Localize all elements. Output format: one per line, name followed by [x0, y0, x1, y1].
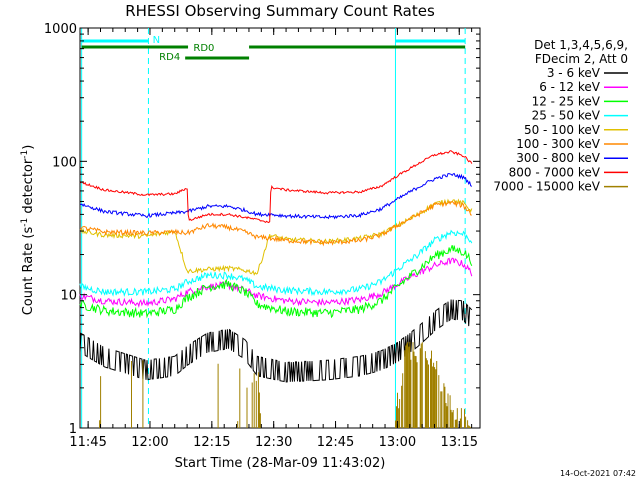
series-7000-15000-kev — [99, 341, 472, 428]
series-800-7000-kev — [79, 150, 473, 224]
series-100-300-kev — [79, 200, 472, 247]
y-axis-label: Count Rate (s-1 detector-1) — [20, 145, 36, 316]
legend-entry-label: 50 - 100 keV — [524, 123, 601, 137]
x-axis-label: Start Time (28-Mar-09 11:43:02) — [175, 456, 386, 471]
x-tick-label: 12:30 — [255, 435, 292, 450]
legend-entry-label: 100 - 300 keV — [516, 137, 600, 151]
x-tick-label: 12:15 — [193, 435, 230, 450]
state-label-rd0: RD0 — [193, 43, 214, 54]
x-tick-label: 13:00 — [379, 435, 416, 450]
series-12-25-kev — [79, 245, 473, 319]
legend-entry-label: 7000 - 15000 keV — [493, 180, 600, 194]
state-label-n: N — [153, 35, 160, 46]
legend: Det 1,3,4,5,6,9,FDecim 2, Att 03 - 6 keV… — [493, 38, 628, 194]
y-tick-label: 1000 — [44, 22, 77, 37]
series-300-800-kev — [79, 172, 473, 220]
legend-entry-label: 6 - 12 keV — [539, 80, 601, 94]
series-25-50-kev — [79, 229, 473, 298]
legend-entry-label: 3 - 6 keV — [547, 66, 601, 80]
x-tick-label: 12:00 — [131, 435, 168, 450]
chart-title: RHESSI Observing Summary Count Rates — [125, 2, 435, 20]
y-label-superscript: -1 — [20, 218, 30, 227]
x-tick-label: 11:45 — [69, 435, 106, 450]
x-tick-label: 12:45 — [317, 435, 354, 450]
state-bars: N RD0 RD4 — [81, 35, 466, 63]
legend-header: Det 1,3,4,5,6,9, — [534, 38, 628, 52]
series-layer — [79, 150, 473, 428]
legend-entry-label: 12 - 25 keV — [532, 94, 601, 108]
y-tick-label: 10 — [60, 289, 77, 304]
series-6-12-kev — [79, 257, 473, 308]
y-label-part: Count Rate (s — [21, 227, 36, 316]
legend-header: FDecim 2, Att 0 — [535, 52, 628, 66]
legend-entry-label: 800 - 7000 keV — [509, 165, 601, 179]
y-label-part: detector — [21, 158, 36, 218]
x-tick-label: 13:15 — [441, 435, 478, 450]
legend-entry-label: 25 - 50 keV — [532, 109, 601, 123]
y-tick-label: 100 — [52, 155, 77, 170]
y-label-superscript: -1 — [20, 150, 30, 159]
footer-timestamp: 14-Oct-2021 07:42 — [560, 469, 636, 478]
legend-entry-label: 300 - 800 keV — [516, 151, 600, 165]
plot-border — [79, 27, 481, 429]
y-tick-label: 1 — [69, 422, 77, 437]
state-label-rd4: RD4 — [159, 52, 180, 63]
y-label-part: ) — [21, 145, 36, 150]
axes: 1 10 100 1000 11:45 12:00 12:15 12:30 12:45 13:00… — [44, 22, 480, 450]
